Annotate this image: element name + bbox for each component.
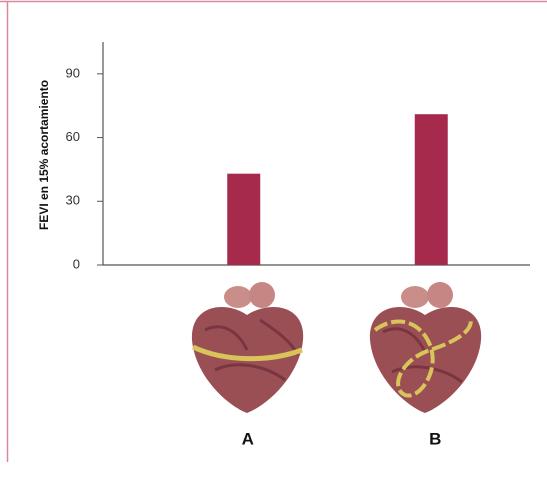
y-tick-label: 30 xyxy=(66,193,80,208)
bar xyxy=(414,114,448,265)
x-tick-label: B xyxy=(429,429,441,448)
y-tick-label: 60 xyxy=(66,129,80,144)
x-tick-label: A xyxy=(242,429,254,448)
heart-illustration-b xyxy=(369,282,482,413)
y-tick-label: 0 xyxy=(73,256,80,271)
heart-illustration-a xyxy=(191,282,304,413)
y-tick-label: 90 xyxy=(66,65,80,80)
bar xyxy=(227,173,261,265)
y-axis-label: FEVI en 15% acortamiento xyxy=(37,80,51,230)
